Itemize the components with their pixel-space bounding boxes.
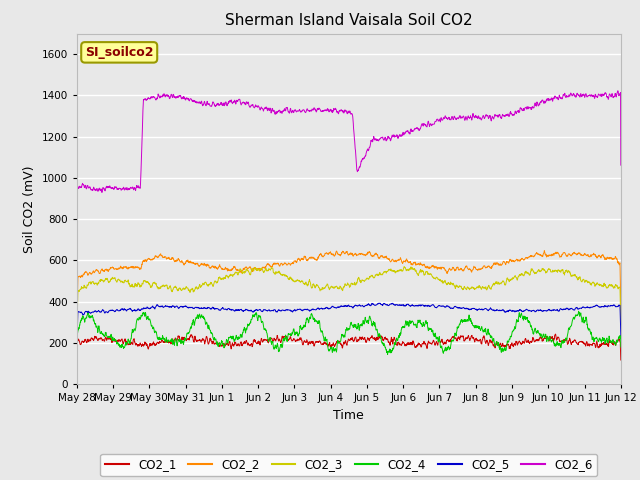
CO2_1: [73, 355, 81, 361]
Line: CO2_1: CO2_1: [77, 334, 621, 360]
CO2_5: [502, 309, 509, 315]
CO2_6: [100, 186, 108, 192]
CO2_4: [501, 346, 509, 351]
CO2_5: [602, 303, 609, 309]
CO2_6: [601, 90, 609, 96]
CO2_2: [617, 304, 625, 310]
CO2_1: [601, 342, 609, 348]
Line: CO2_5: CO2_5: [77, 303, 621, 348]
CO2_2: [323, 250, 331, 256]
CO2_3: [601, 283, 609, 289]
CO2_2: [601, 257, 609, 263]
CO2_1: [501, 344, 509, 349]
CO2_3: [401, 264, 408, 269]
CO2_2: [337, 252, 345, 257]
Line: CO2_4: CO2_4: [77, 311, 621, 360]
CO2_3: [323, 282, 331, 288]
CO2_2: [541, 248, 548, 253]
Y-axis label: Soil CO2 (mV): Soil CO2 (mV): [23, 165, 36, 252]
CO2_6: [617, 162, 625, 168]
CO2_3: [73, 334, 81, 340]
CO2_5: [323, 305, 331, 311]
Line: CO2_3: CO2_3: [77, 266, 621, 337]
CO2_1: [552, 331, 559, 337]
CO2_5: [337, 303, 345, 309]
CO2_6: [323, 107, 331, 113]
CO2_2: [501, 261, 509, 266]
CO2_6: [501, 113, 509, 119]
CO2_4: [73, 357, 81, 362]
CO2_4: [323, 336, 331, 342]
Legend: CO2_1, CO2_2, CO2_3, CO2_4, CO2_5, CO2_6: CO2_1, CO2_2, CO2_3, CO2_4, CO2_5, CO2_6: [100, 454, 597, 476]
CO2_4: [337, 335, 345, 340]
CO2_5: [376, 300, 384, 306]
CO2_5: [601, 303, 609, 309]
CO2_3: [602, 282, 609, 288]
CO2_2: [73, 328, 81, 334]
CO2_6: [614, 88, 621, 94]
CO2_4: [575, 308, 582, 314]
Line: CO2_6: CO2_6: [77, 91, 621, 287]
CO2_3: [502, 282, 509, 288]
Line: CO2_2: CO2_2: [77, 251, 621, 331]
CO2_3: [337, 286, 345, 292]
CO2_3: [100, 277, 108, 283]
CO2_5: [617, 332, 625, 338]
CO2_2: [100, 267, 108, 273]
Title: Sherman Island Vaisala Soil CO2: Sherman Island Vaisala Soil CO2: [225, 13, 472, 28]
CO2_6: [601, 91, 609, 96]
X-axis label: Time: Time: [333, 408, 364, 421]
CO2_2: [602, 256, 609, 262]
CO2_3: [617, 322, 625, 327]
CO2_1: [337, 341, 345, 347]
CO2_6: [73, 284, 81, 289]
CO2_1: [100, 338, 108, 344]
CO2_4: [602, 340, 609, 346]
CO2_1: [323, 342, 331, 348]
CO2_1: [602, 341, 609, 347]
CO2_1: [617, 357, 625, 363]
CO2_4: [617, 344, 625, 350]
CO2_5: [73, 346, 81, 351]
CO2_4: [100, 333, 108, 338]
CO2_5: [100, 310, 108, 316]
CO2_4: [601, 341, 609, 347]
Text: SI_soilco2: SI_soilco2: [85, 46, 154, 59]
CO2_6: [337, 107, 345, 112]
